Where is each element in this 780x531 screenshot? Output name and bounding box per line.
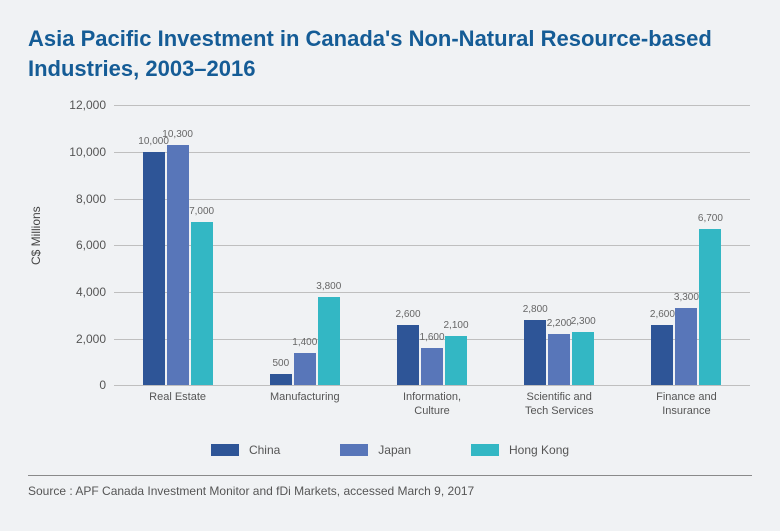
bar: 500: [270, 374, 292, 386]
chart-container: Asia Pacific Investment in Canada's Non-…: [0, 0, 780, 531]
grid-line: [114, 385, 750, 386]
page-title: Asia Pacific Investment in Canada's Non-…: [28, 24, 748, 83]
bar: 2,100: [445, 336, 467, 385]
y-tick-label: 6,000: [30, 238, 106, 252]
y-tick-label: 2,000: [30, 332, 106, 346]
bar-value-label: 2,300: [571, 316, 596, 327]
bar-group: 2,8002,2002,300: [496, 105, 623, 385]
bar: 2,300: [572, 332, 594, 386]
legend-label: Japan: [378, 443, 411, 457]
bar: 2,200: [548, 334, 570, 385]
bar-groups: 10,00010,3007,0005001,4003,8002,6001,600…: [114, 105, 750, 385]
bar: 10,300: [167, 145, 189, 385]
x-tick-label: Information,Culture: [368, 387, 495, 425]
bar-value-label: 10,300: [162, 129, 193, 140]
bar-group: 2,6003,3006,700: [623, 105, 750, 385]
source-separator: Source : APF Canada Investment Monitor a…: [28, 475, 752, 498]
legend-swatch: [471, 444, 499, 456]
x-tick-label: Manufacturing: [241, 387, 368, 425]
source-text: Source : APF Canada Investment Monitor a…: [28, 484, 752, 498]
bar: 10,000: [143, 152, 165, 385]
legend-label: Hong Kong: [509, 443, 569, 457]
bar: 3,800: [318, 297, 340, 386]
bar-group: 10,00010,3007,000: [114, 105, 241, 385]
bar-value-label: 3,300: [674, 292, 699, 303]
bar-value-label: 2,600: [395, 309, 420, 320]
legend-item: Hong Kong: [471, 443, 569, 457]
legend-swatch: [211, 444, 239, 456]
bar: 2,800: [524, 320, 546, 385]
bar: 2,600: [397, 325, 419, 386]
bar: 7,000: [191, 222, 213, 385]
x-tick-label: Real Estate: [114, 387, 241, 425]
y-tick-label: 4,000: [30, 285, 106, 299]
y-axis-title: C$ Millions: [29, 207, 43, 266]
bar-value-label: 6,700: [698, 213, 723, 224]
y-tick-label: 10,000: [30, 145, 106, 159]
bar-value-label: 1,600: [419, 332, 444, 343]
x-tick-label: Scientific andTech Services: [496, 387, 623, 425]
bar-value-label: 2,600: [650, 309, 675, 320]
bar-value-label: 2,800: [523, 304, 548, 315]
bar: 3,300: [675, 308, 697, 385]
legend-swatch: [340, 444, 368, 456]
bar-value-label: 2,200: [547, 318, 572, 329]
bar: 1,400: [294, 353, 316, 386]
legend-label: China: [249, 443, 280, 457]
bar: 6,700: [699, 229, 721, 385]
x-axis: Real EstateManufacturingInformation,Cult…: [114, 387, 750, 425]
plot-area: 10,00010,3007,0005001,4003,8002,6001,600…: [114, 105, 750, 385]
legend-item: China: [211, 443, 280, 457]
bar-value-label: 1,400: [292, 337, 317, 348]
bar-chart: C$ Millions 02,0004,0006,0008,00010,0001…: [30, 105, 750, 425]
bar-group: 5001,4003,800: [241, 105, 368, 385]
bar-value-label: 2,100: [443, 320, 468, 331]
y-tick-label: 12,000: [30, 98, 106, 112]
x-tick-label: Finance andInsurance: [623, 387, 750, 425]
legend: China Japan Hong Kong: [28, 443, 752, 457]
bar-value-label: 500: [272, 358, 289, 369]
bar: 2,600: [651, 325, 673, 386]
legend-item: Japan: [340, 443, 411, 457]
bar: 1,600: [421, 348, 443, 385]
bar-value-label: 3,800: [316, 281, 341, 292]
bar-value-label: 7,000: [189, 206, 214, 217]
y-tick-label: 0: [30, 378, 106, 392]
y-tick-label: 8,000: [30, 192, 106, 206]
bar-group: 2,6001,6002,100: [368, 105, 495, 385]
